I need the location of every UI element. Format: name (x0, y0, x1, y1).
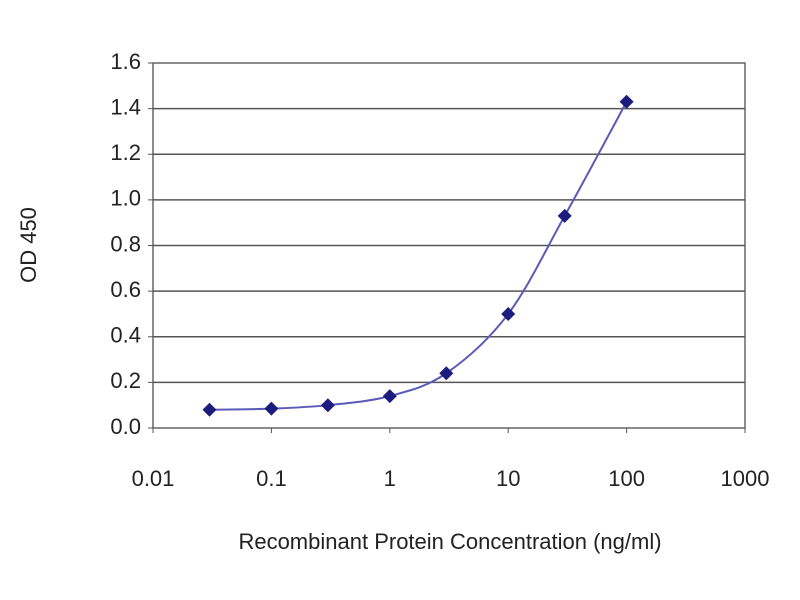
y-tick-label: 0.2 (110, 368, 141, 393)
data-point (264, 401, 279, 416)
data-point (439, 366, 454, 381)
y-tick-label: 1.4 (110, 94, 141, 119)
data-point (557, 208, 572, 223)
y-tick-label: 0.4 (110, 323, 141, 348)
y-axis-label: OD 450 (16, 207, 41, 283)
y-tick-label: 1.0 (110, 186, 141, 211)
x-tick-label: 1 (384, 466, 396, 491)
y-tick-label: 0.0 (110, 414, 141, 439)
y-tick-label: 0.8 (110, 231, 141, 256)
x-tick-label: 10 (496, 466, 520, 491)
x-tick-label: 100 (608, 466, 645, 491)
data-point (320, 398, 335, 413)
data-point (619, 94, 634, 109)
y-tick-label: 1.6 (110, 49, 141, 74)
x-tick-label: 1000 (721, 466, 770, 491)
y-tick-label: 1.2 (110, 140, 141, 165)
x-tick-label: 0.1 (256, 466, 287, 491)
x-tick-label: 0.01 (132, 466, 175, 491)
x-axis-label: Recombinant Protein Concentration (ng/ml… (238, 529, 661, 554)
y-tick-label: 0.6 (110, 277, 141, 302)
data-point (501, 306, 516, 321)
data-point (202, 402, 217, 417)
data-point (382, 389, 397, 404)
